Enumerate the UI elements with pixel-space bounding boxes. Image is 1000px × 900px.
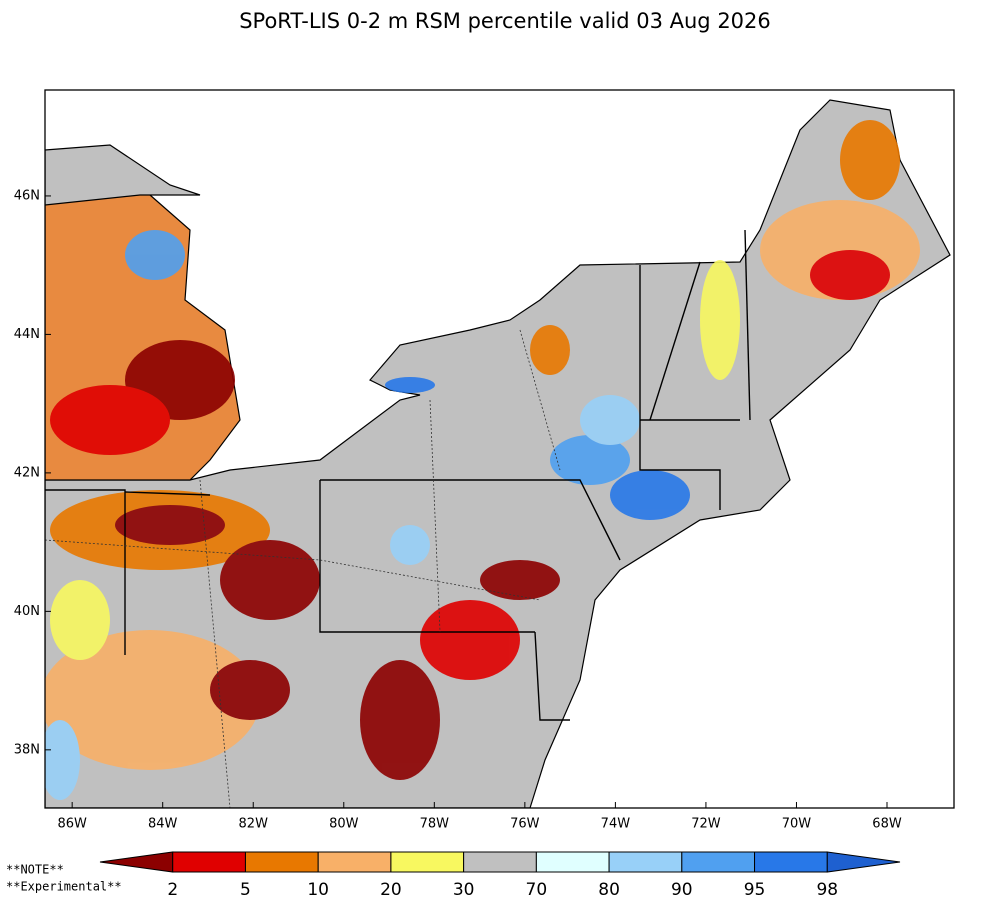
y-tick-label: 38N [14,742,40,757]
state-border [45,489,126,655]
state-border [744,229,751,421]
colorbar-segment [172,851,246,873]
county-border [429,399,441,633]
county-border [199,479,231,808]
colorbar-segment [826,851,901,873]
x-tick-label: 84W [148,817,178,832]
colorbar-label: 98 [816,880,838,900]
colorbar-label: 90 [671,880,693,900]
map-frame [44,89,955,809]
note: **NOTE** [6,863,64,877]
colorbar-segment [535,851,610,873]
colorbar-label: 95 [744,880,766,900]
map [44,89,955,809]
county-border [45,539,541,601]
y-tick-label: 44N [14,327,40,342]
state-border [319,480,535,633]
x-tick-label: 78W [420,817,450,832]
x-tick-label: 74W [601,817,631,832]
percentile-patches [45,120,920,800]
upper-peninsula [45,144,201,206]
colorbar-segment [317,851,392,873]
colorbar-segment [608,851,683,873]
title: SPoRT-LIS 0-2 m RSM percentile valid 03 … [239,9,771,33]
colorbar-segment [681,851,756,873]
colorbar-label: 80 [598,880,620,900]
colorbar-label: 20 [380,880,402,900]
state-border [639,265,721,510]
colorbar-segment [754,851,828,873]
x-tick-label: 80W [329,817,359,832]
x-tick-label: 72W [691,817,721,832]
colorbar-segment [244,851,319,873]
y-tick-label: 40N [14,604,40,619]
colorbar-label: 10 [307,880,329,900]
colorbar-segment [463,851,537,873]
colorbar-label: 2 [167,880,178,900]
x-tick-label: 82W [239,817,269,832]
colorbar-label: 70 [526,880,548,900]
x-tick-label: 68W [872,817,902,832]
colorbar-label: 5 [240,880,251,900]
state-border [649,261,701,421]
colorbar-segment [390,851,465,873]
x-tick-label: 86W [57,817,87,832]
colorbar-label: 30 [453,880,475,900]
note: **Experimental** [6,880,122,894]
x-tick-label: 76W [510,817,540,832]
x-tick-label: 70W [782,817,812,832]
y-tick-label: 46N [14,188,40,203]
state-border [320,479,621,561]
y-tick-label: 42N [14,465,40,480]
state-border [534,631,570,721]
state-border [124,491,211,496]
county-border [519,329,561,471]
colorbar-segment [99,851,174,873]
